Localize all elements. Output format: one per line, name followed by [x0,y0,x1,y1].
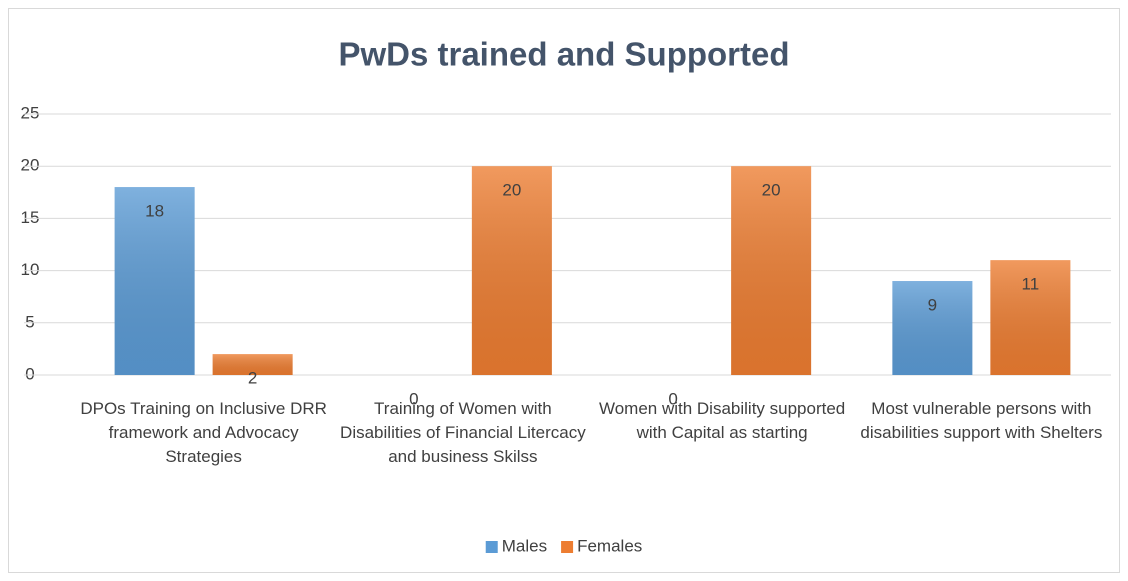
legend-item: Females [561,536,642,555]
y-tick-label: 15 [21,208,40,227]
x-tick-label: DPOs Training on Inclusive DRR framework … [80,399,327,466]
legend-swatch [485,541,498,553]
x-tick-label-line: Training of Women with [374,399,552,418]
y-tick-label: 20 [21,156,40,175]
x-tick-label-line: disabilities support with Shelters [860,423,1102,442]
data-label: 20 [502,181,521,200]
legend-label: Females [577,536,642,555]
x-tick-label-line: Most vulnerable persons with [871,399,1091,418]
x-tick-label-line: Women with Disability supported [599,399,845,418]
x-tick-label-line: Strategies [165,447,242,466]
x-tick-label: Most vulnerable persons with disabilities… [860,399,1102,442]
data-label: 9 [928,296,937,315]
data-label: 18 [145,202,164,221]
data-label: 0 [409,389,418,408]
legend-label: Males [502,536,547,555]
x-tick-label-line: and business Skilss [388,447,537,466]
x-tick-label: Women with Disability supported with Capi… [599,399,845,442]
x-tick-label-line: with Capital as starting [636,423,808,442]
y-tick-label: 25 [21,103,40,122]
x-tick-label: Training of Women with Disabilities of Fi… [340,399,586,466]
x-tick-label-line: framework and Advocacy [109,423,299,442]
legend-swatch [561,541,574,553]
x-tick-label-line: DPOs Training on Inclusive DRR [80,399,327,418]
data-label: 0 [668,389,677,408]
y-tick-label: 0 [25,364,34,383]
data-label: 2 [248,369,257,388]
x-tick-label-line: Disabilities of Financial Litercacy [340,423,586,442]
legend-item: Males [485,536,547,555]
y-tick-label: 10 [21,260,40,279]
y-tick-label: 5 [25,312,34,331]
data-label: 20 [762,181,781,200]
data-label: 11 [1022,275,1040,294]
chart-title: PwDs trained and Supported [338,36,789,73]
